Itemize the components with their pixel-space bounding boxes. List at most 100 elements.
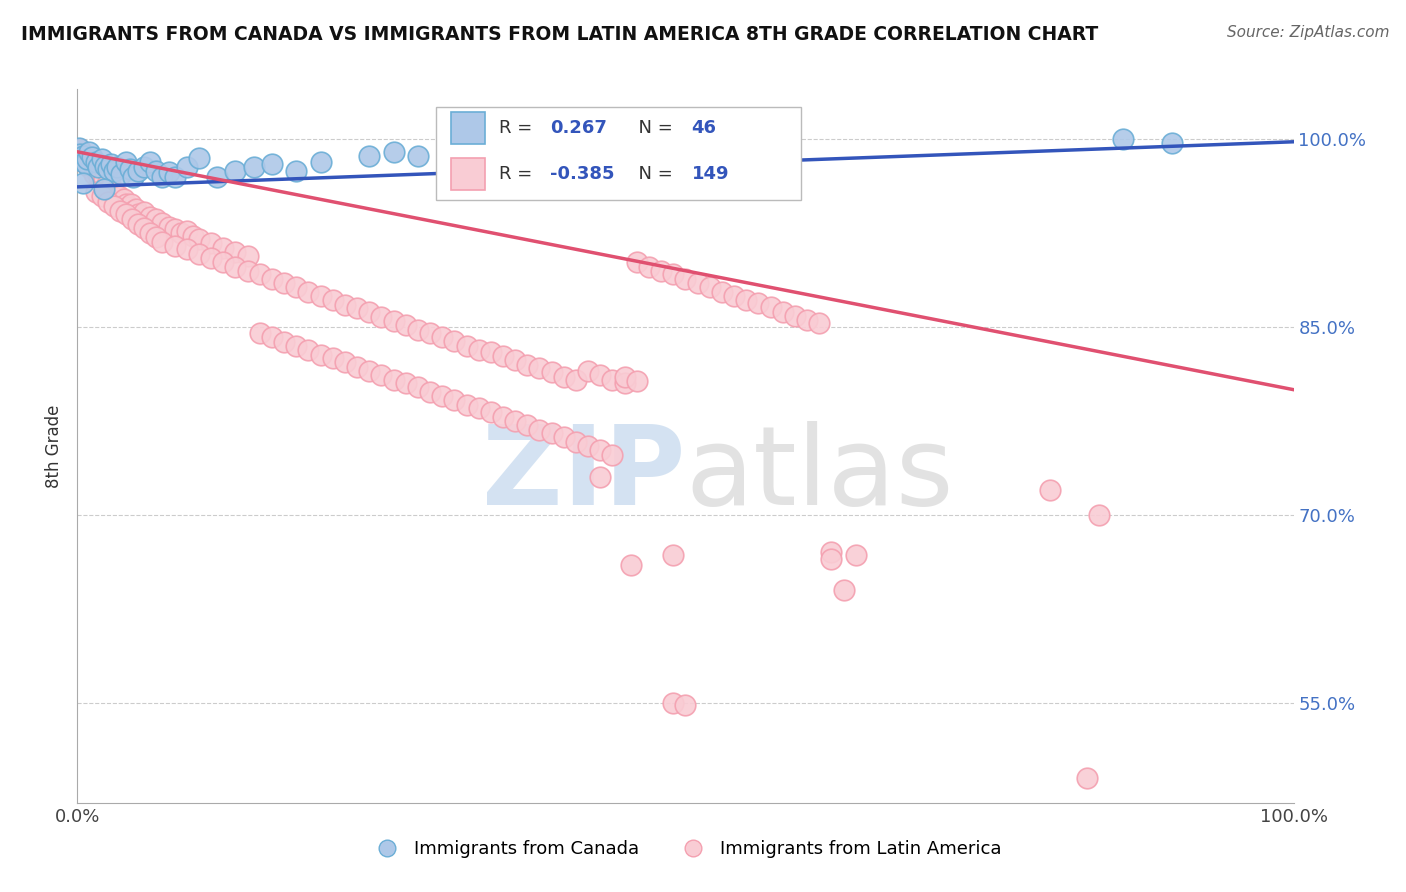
Point — [346, 360, 368, 375]
Point — [236, 264, 259, 278]
Point — [516, 417, 538, 432]
Point — [602, 373, 624, 387]
Point — [115, 154, 138, 169]
Point — [80, 150, 103, 164]
Point — [467, 401, 489, 416]
Point — [443, 334, 465, 348]
Point — [553, 430, 575, 444]
Point — [322, 293, 344, 307]
Point — [103, 199, 125, 213]
Point — [747, 296, 769, 310]
Point — [699, 280, 721, 294]
Point — [273, 277, 295, 291]
Point — [87, 160, 110, 174]
Text: IMMIGRANTS FROM CANADA VS IMMIGRANTS FROM LATIN AMERICA 8TH GRADE CORRELATION CH: IMMIGRANTS FROM CANADA VS IMMIGRANTS FRO… — [21, 25, 1098, 44]
Point — [479, 405, 502, 419]
Point — [110, 194, 132, 209]
Point — [86, 165, 108, 179]
Point — [176, 160, 198, 174]
Point — [370, 368, 392, 382]
Point — [540, 426, 562, 441]
Point — [613, 376, 636, 391]
Point — [79, 145, 101, 159]
Point — [626, 255, 648, 269]
Text: -0.385: -0.385 — [550, 165, 614, 183]
Point — [820, 545, 842, 559]
Point — [540, 365, 562, 379]
Y-axis label: 8th Grade: 8th Grade — [45, 404, 63, 488]
Point — [152, 216, 174, 230]
Point — [100, 179, 122, 194]
Point — [212, 255, 235, 269]
Point — [456, 398, 478, 412]
Point — [134, 160, 156, 174]
Point — [297, 285, 319, 299]
Point — [1088, 508, 1111, 522]
Point — [115, 207, 138, 221]
Point — [152, 169, 174, 184]
Point — [83, 167, 105, 181]
Point — [188, 232, 211, 246]
Point — [406, 380, 429, 394]
Point — [260, 272, 283, 286]
Point — [285, 163, 308, 178]
Point — [333, 297, 356, 311]
Point — [200, 236, 222, 251]
Point — [492, 410, 515, 425]
Point — [406, 148, 429, 162]
Point — [249, 268, 271, 282]
Point — [163, 169, 186, 184]
Point — [710, 285, 733, 299]
Point — [723, 289, 745, 303]
Point — [565, 373, 588, 387]
Point — [565, 435, 588, 450]
Point — [122, 169, 145, 184]
Point — [249, 326, 271, 341]
Point — [620, 558, 643, 572]
Point — [90, 175, 112, 189]
Point — [503, 414, 526, 428]
Point — [139, 154, 162, 169]
Point — [576, 364, 599, 378]
Point — [117, 200, 139, 214]
Point — [69, 147, 91, 161]
Point — [176, 224, 198, 238]
Point — [260, 330, 283, 344]
Legend: Immigrants from Canada, Immigrants from Latin America: Immigrants from Canada, Immigrants from … — [361, 833, 1010, 865]
Point — [75, 157, 97, 171]
Point — [626, 374, 648, 388]
Point — [139, 210, 162, 224]
Point — [84, 185, 107, 199]
Text: atlas: atlas — [686, 421, 953, 528]
Point — [1076, 771, 1098, 785]
Point — [359, 364, 381, 378]
Point — [97, 162, 120, 177]
Point — [479, 345, 502, 359]
Point — [382, 314, 405, 328]
Point — [100, 157, 122, 171]
Point — [845, 548, 868, 562]
Point — [75, 157, 97, 171]
Point — [589, 368, 612, 382]
Point — [107, 188, 129, 202]
Point — [76, 151, 98, 165]
Text: N =: N = — [627, 119, 679, 136]
Point — [72, 176, 94, 190]
Point — [70, 147, 93, 161]
Point — [145, 230, 167, 244]
Text: R =: R = — [499, 165, 538, 183]
Point — [820, 551, 842, 566]
Point — [163, 238, 186, 252]
Point — [145, 212, 167, 227]
Point — [181, 228, 204, 243]
Point — [589, 470, 612, 484]
Point — [260, 157, 283, 171]
Text: R =: R = — [499, 119, 538, 136]
Text: 149: 149 — [692, 165, 728, 183]
Point — [529, 361, 551, 376]
Point — [395, 376, 418, 391]
Point — [108, 203, 131, 218]
Point — [94, 159, 117, 173]
Point — [97, 194, 120, 209]
Point — [93, 172, 115, 186]
